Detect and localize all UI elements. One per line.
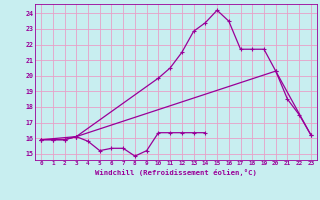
X-axis label: Windchill (Refroidissement éolien,°C): Windchill (Refroidissement éolien,°C) bbox=[95, 169, 257, 176]
